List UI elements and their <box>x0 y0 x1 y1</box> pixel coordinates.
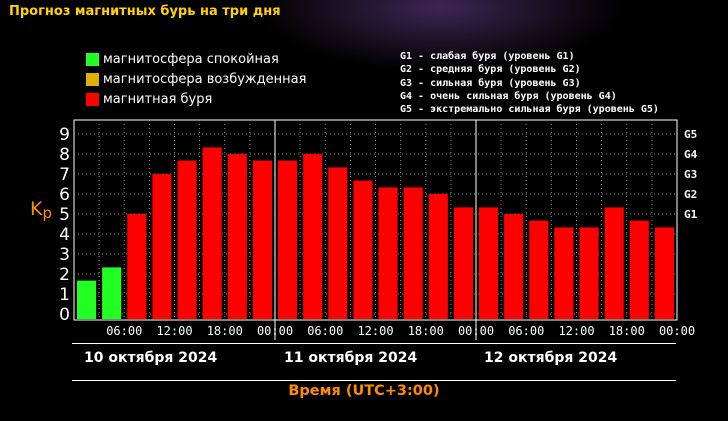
y-tick-label: 7 <box>59 165 70 185</box>
y-tick-label: 8 <box>59 145 70 165</box>
legend-swatch-storm <box>86 92 99 106</box>
kp-bar <box>227 154 247 319</box>
kp-bar <box>303 154 323 319</box>
y-tick-label: 9 <box>59 125 70 145</box>
y-axis-label: Kp <box>30 198 52 222</box>
g-level-label: G5 <box>684 128 697 141</box>
x-tick-label: 00:00 <box>257 324 293 338</box>
kp-bar <box>127 214 147 319</box>
kp-bar <box>479 207 499 319</box>
kp-bar <box>654 227 674 319</box>
y-tick-label: 5 <box>59 205 70 225</box>
legend-swatch-excited <box>86 72 99 86</box>
kp-bar <box>579 227 599 319</box>
kp-bar <box>378 187 398 319</box>
y-tick-label: 4 <box>59 225 70 245</box>
legend-swatch-quiet <box>86 52 99 66</box>
legend-item-storm: магнитная буря <box>86 89 306 109</box>
g-legend-g3: G3 - сильная буря (уровень G3) <box>400 77 581 89</box>
g-legend-g5: G5 - экстремально сильная буря (уровень … <box>400 104 659 116</box>
y-tick-label: 3 <box>59 245 70 265</box>
y-axis-label-sub: p <box>42 204 52 222</box>
g-level-label: G4 <box>684 148 698 161</box>
kp-bar <box>278 160 298 319</box>
kp-bar <box>554 227 574 319</box>
kp-bar <box>428 194 448 319</box>
x-tick-label: 06:00 <box>508 324 544 338</box>
x-tick-label: 12:00 <box>357 324 393 338</box>
kp-bar <box>177 160 197 319</box>
page-title: Прогноз магнитных бурь на три дня <box>9 4 281 19</box>
kp-bar <box>453 207 473 319</box>
kp-bar <box>629 220 649 319</box>
y-tick-label: 1 <box>59 285 70 305</box>
x-tick-label: 00:00 <box>659 324 695 338</box>
date-label-day3: 12 октября 2024 <box>484 350 618 366</box>
legend-label-storm: магнитная буря <box>103 91 213 107</box>
x-tick-label: 12:00 <box>558 324 594 338</box>
kp-bar <box>403 187 423 319</box>
kp-bar <box>504 214 524 319</box>
legend-label-quiet: магнитосфера спокойная <box>103 51 279 67</box>
x-tick-label: 12:00 <box>156 324 192 338</box>
y-tick-label: 2 <box>59 265 70 285</box>
g-level-label: G1 <box>684 208 698 221</box>
dates-row: 10 октября 2024 11 октября 2024 12 октяб… <box>72 343 676 381</box>
legend-item-quiet: магнитосфера спокойная <box>86 49 306 69</box>
y-tick-label: 0 <box>59 305 70 325</box>
x-tick-label: 18:00 <box>609 324 645 338</box>
x-tick-label: 18:00 <box>207 324 243 338</box>
y-axis-label-main: K <box>30 198 43 220</box>
g-legend-g4: G4 - очень сильная буря (уровень G4) <box>400 90 617 102</box>
kp-bar <box>604 207 624 319</box>
kp-bar <box>328 167 348 319</box>
x-tick-label: 06:00 <box>106 324 142 338</box>
status-legend: магнитосфера спокойная магнитосфера возб… <box>86 49 306 109</box>
x-tick-label: 06:00 <box>307 324 343 338</box>
g-legend-g1: G1 - слабая буря (уровень G1) <box>400 51 575 62</box>
kp-bar <box>152 174 172 319</box>
y-tick-label: 6 <box>59 185 70 205</box>
x-tick-label: 18:00 <box>408 324 444 338</box>
g-legend-g2: G2 - средняя буря (уровень G2) <box>400 64 581 76</box>
kp-bar <box>202 147 222 319</box>
x-axis-title: Время (UTC+3:00) <box>288 383 440 399</box>
legend-label-excited: магнитосфера возбужденная <box>103 71 307 87</box>
g-level-label: G2 <box>684 188 697 201</box>
kp-bar <box>252 160 272 319</box>
date-label-day2: 11 октября 2024 <box>284 350 418 366</box>
date-label-day1: 10 октября 2024 <box>84 350 218 366</box>
legend-item-excited: магнитосфера возбужденная <box>86 69 306 89</box>
kp-bar <box>102 267 122 319</box>
g-level-label: G3 <box>684 168 697 181</box>
x-tick-label: 00:00 <box>458 324 494 338</box>
kp-bar <box>353 180 373 319</box>
kp-bar <box>77 280 97 319</box>
g-scale-legend: G1 - слабая буря (уровень G1) G2 - средн… <box>400 50 659 116</box>
kp-bar <box>529 220 549 319</box>
